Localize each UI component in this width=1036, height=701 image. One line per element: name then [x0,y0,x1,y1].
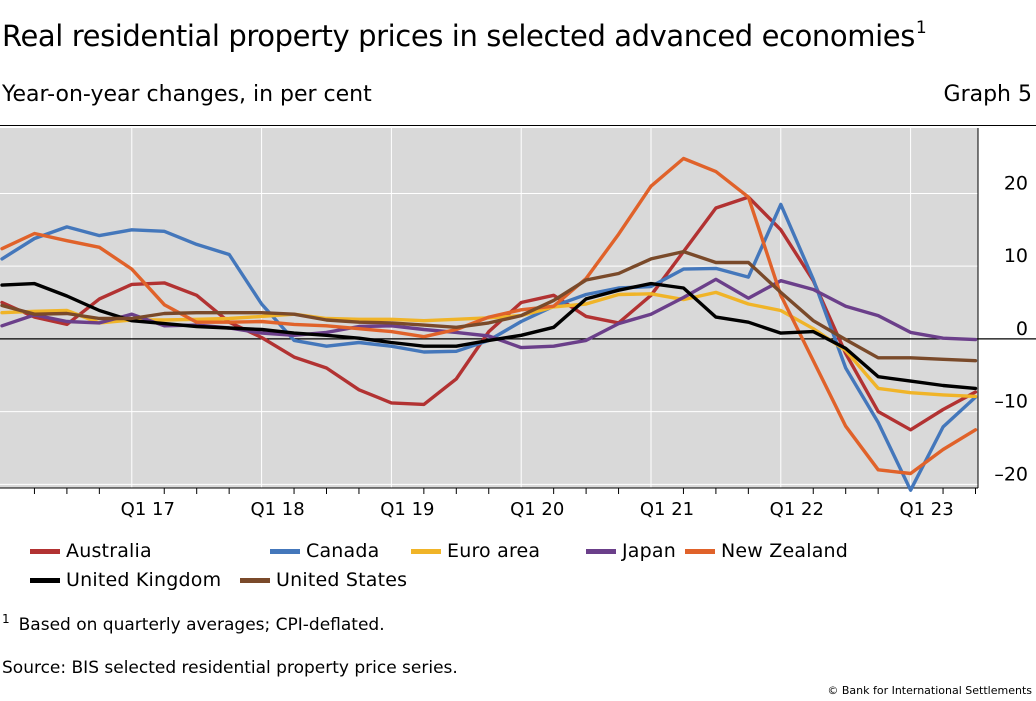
series-line-united-states [0,249,978,363]
legend-item-japan: Japan [586,538,676,564]
footnote: 1 Based on quarterly averages; CPI-deflat… [2,612,385,635]
graph-number: Graph 5 [943,82,1032,107]
y-tick-label: –10 [994,391,1028,413]
legend-label: Canada [306,540,380,562]
legend-swatch [240,577,270,583]
legend-label: Australia [66,540,152,562]
x-tick-label: Q1 17 [121,499,175,520]
legend-swatch [685,548,715,554]
legend-label: United Kingdom [66,569,222,591]
source-note: Source: BIS selected residential propert… [2,658,458,678]
legend-item-australia: Australia [30,538,152,564]
legend-swatch [30,548,60,554]
y-tick-label: –20 [994,463,1028,485]
y-tick-label: 0 [1016,318,1028,340]
legend-item-united-kingdom: United Kingdom [30,567,221,593]
legend-swatch [586,548,616,554]
legend-item-euro-area: Euro area [411,538,540,564]
legend-item-new-zealand: New Zealand [685,538,848,564]
x-tick-label: Q1 18 [250,499,304,520]
legend-item-canada: Canada [270,538,380,564]
x-tick-label: Q1 19 [380,499,434,520]
legend-swatch [411,548,441,554]
x-tick-label: Q1 21 [640,499,694,520]
title-footnote-mark: 1 [915,18,927,38]
y-tick-label: 20 [1004,172,1028,194]
chart-title-text: Real residential property prices in sele… [2,19,915,53]
x-tick-label: Q1 22 [770,499,824,520]
x-tick-label: Q1 20 [510,499,564,520]
chart-subtitle: Year-on-year changes, in per cent [2,82,372,107]
legend-label: Japan [622,540,676,562]
line-chart: 20 10 0 –10 –20 Q1 17 Q1 18 Q1 19 Q1 20 Q1 21 Q1 2… [0,128,1036,520]
copyright-note: © Bank for International Settlements [827,684,1032,697]
series-line-united-kingdom [0,281,978,391]
legend-item-united-states: United States [240,567,407,593]
legend-swatch [270,548,300,554]
legend-swatch [30,577,60,583]
series-line-new-zealand [0,156,978,476]
plot-area [0,128,978,488]
legend-label: Euro area [447,540,541,562]
series-line-japan [0,277,978,350]
header-rule [0,125,1036,126]
legend-label: United States [276,569,408,591]
x-tick-label: Q1 23 [899,499,953,520]
chart-title: Real residential property prices in sele… [2,18,927,53]
legend-label: New Zealand [721,540,849,562]
footnote-text: Based on quarterly averages; CPI-deflate… [18,615,385,635]
y-tick-label: 10 [1004,245,1028,267]
footnote-mark: 1 [2,612,10,626]
